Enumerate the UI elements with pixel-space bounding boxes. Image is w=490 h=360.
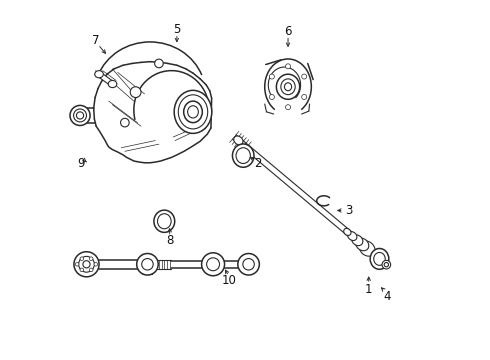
Circle shape	[286, 64, 291, 69]
Circle shape	[207, 258, 220, 271]
Text: 4: 4	[383, 290, 391, 303]
Circle shape	[137, 253, 158, 275]
Circle shape	[155, 59, 163, 68]
Circle shape	[384, 262, 389, 267]
Ellipse shape	[356, 238, 369, 251]
Ellipse shape	[276, 74, 300, 99]
Circle shape	[76, 112, 84, 119]
Ellipse shape	[154, 210, 175, 232]
Circle shape	[78, 256, 95, 272]
Text: 2: 2	[254, 157, 261, 170]
Circle shape	[270, 94, 274, 99]
Circle shape	[75, 262, 79, 266]
Circle shape	[302, 74, 307, 79]
Text: 7: 7	[93, 33, 100, 47]
Circle shape	[89, 268, 93, 272]
Ellipse shape	[108, 80, 117, 87]
Circle shape	[80, 257, 84, 261]
Circle shape	[94, 262, 98, 266]
Circle shape	[201, 253, 224, 276]
Ellipse shape	[281, 79, 295, 95]
Text: 1: 1	[365, 283, 372, 296]
Ellipse shape	[174, 90, 212, 134]
Circle shape	[243, 258, 254, 270]
Circle shape	[142, 258, 153, 270]
Ellipse shape	[95, 71, 103, 78]
Circle shape	[121, 118, 129, 127]
Circle shape	[70, 105, 90, 126]
Ellipse shape	[232, 144, 254, 167]
Ellipse shape	[157, 214, 171, 229]
Ellipse shape	[285, 83, 292, 91]
Ellipse shape	[370, 248, 389, 269]
Text: 5: 5	[173, 23, 180, 36]
Polygon shape	[95, 74, 117, 84]
Text: 10: 10	[221, 274, 236, 287]
Ellipse shape	[374, 252, 385, 265]
Ellipse shape	[348, 231, 357, 240]
Circle shape	[286, 105, 291, 110]
Circle shape	[238, 253, 259, 275]
Ellipse shape	[184, 101, 202, 123]
Ellipse shape	[236, 148, 250, 163]
Circle shape	[74, 252, 99, 277]
Ellipse shape	[178, 95, 208, 129]
Ellipse shape	[352, 235, 363, 246]
Circle shape	[270, 74, 274, 79]
Ellipse shape	[359, 241, 375, 256]
Text: 3: 3	[345, 204, 353, 217]
Circle shape	[80, 268, 84, 272]
Circle shape	[382, 260, 391, 269]
Ellipse shape	[343, 228, 351, 235]
Text: 6: 6	[284, 25, 292, 38]
Ellipse shape	[188, 106, 198, 118]
Circle shape	[74, 109, 87, 122]
Circle shape	[83, 261, 90, 268]
Ellipse shape	[234, 136, 243, 145]
Circle shape	[130, 87, 141, 98]
Text: 9: 9	[77, 157, 84, 170]
Circle shape	[302, 94, 307, 99]
Text: 8: 8	[166, 234, 173, 247]
Circle shape	[89, 257, 93, 261]
